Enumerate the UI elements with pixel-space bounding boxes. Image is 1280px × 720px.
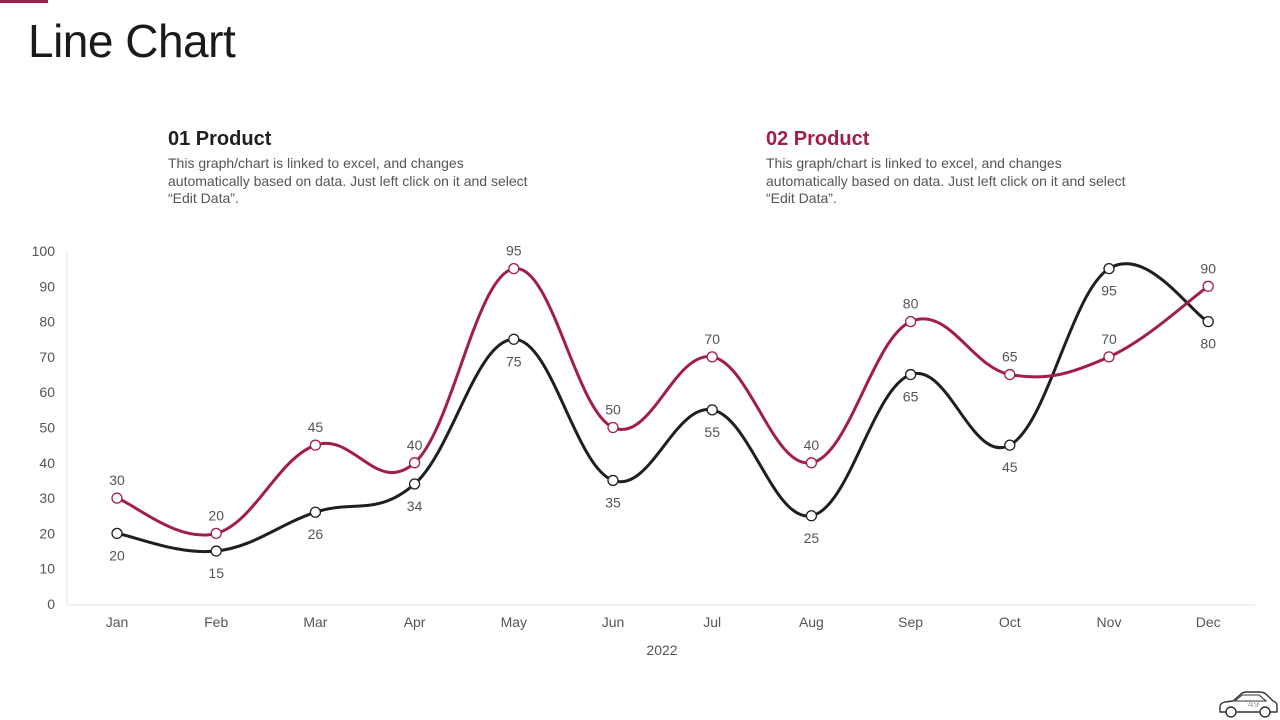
x-tick-label: Jan [106, 614, 129, 630]
series-1-point [508, 333, 520, 345]
series-2-data-label: 45 [308, 419, 324, 435]
series-2-line [115, 267, 1210, 537]
series-2-point [508, 262, 520, 275]
y-tick-label: 100 [32, 243, 56, 259]
product-02-block: 02 Product This graph/chart is linked to… [766, 127, 1126, 208]
series-1-point [607, 474, 619, 487]
series-1-data-label: 75 [506, 353, 522, 369]
x-tick-label: Apr [404, 614, 426, 630]
product-02-description: This graph/chart is linked to excel, and… [766, 155, 1126, 206]
y-tick-label: 50 [39, 420, 55, 436]
series-2-point [210, 527, 222, 540]
x-tick-label: Jul [703, 614, 721, 630]
series-1-point [904, 368, 917, 381]
series-1-point [1004, 439, 1016, 451]
series-1-data-label: 45 [1002, 459, 1018, 475]
series-1-data-label: 20 [109, 547, 125, 563]
series-1-data-label: 65 [903, 389, 919, 405]
series-1-data-label: 34 [407, 498, 423, 514]
series-2-point [408, 457, 421, 469]
product-01-description: This graph/chart is linked to excel, and… [168, 155, 528, 206]
x-tick-label: Mar [303, 614, 327, 630]
x-tick-label: Nov [1097, 614, 1122, 630]
series-1-data-label: 15 [208, 565, 224, 581]
product-02-heading: 02 Product [766, 128, 870, 150]
series-2-point [1103, 351, 1115, 363]
page-number: 49 [1248, 699, 1260, 710]
y-tick-label: 80 [39, 314, 55, 330]
y-tick-label: 90 [39, 278, 55, 294]
series-1-data-label: 55 [704, 424, 720, 440]
series-2-data-label: 70 [1101, 331, 1117, 347]
series-2-data-label: 70 [704, 331, 720, 347]
y-tick-label: 0 [47, 596, 55, 612]
series-1-data-label: 35 [605, 494, 621, 510]
x-tick-label: Jun [602, 614, 625, 630]
series-2-point [805, 457, 818, 469]
series-1-data-label: 80 [1200, 336, 1216, 352]
series-1-data-label: 25 [804, 530, 820, 546]
series-2-point [1202, 280, 1214, 292]
series-2-point [904, 315, 917, 328]
series-1-line [115, 262, 1210, 554]
x-tick-label: May [501, 614, 527, 630]
x-tick-label: Oct [999, 614, 1021, 630]
series-1-point [1202, 315, 1214, 328]
series-1-point [805, 510, 818, 522]
y-tick-label: 30 [39, 490, 55, 506]
series-1-point [408, 478, 421, 490]
page-title: Line Chart [28, 15, 236, 67]
car-icon [1219, 691, 1278, 718]
product-01-heading: 01 Product [168, 128, 272, 150]
accent-bar [0, 0, 48, 3]
series-2-point [1004, 368, 1016, 381]
series-2-data-label: 95 [506, 243, 522, 259]
y-tick-label: 40 [39, 455, 55, 471]
y-tick-label: 70 [39, 349, 55, 365]
series-1-point [309, 506, 322, 518]
series-1-point [111, 527, 123, 540]
series-2-point [111, 492, 123, 504]
x-tick-label: Aug [799, 614, 824, 630]
x-axis-title: 2022 [646, 642, 677, 658]
series-2-point [607, 421, 619, 434]
y-tick-label: 60 [39, 384, 55, 400]
x-tick-label: Feb [204, 614, 228, 630]
series-1-point [1103, 262, 1115, 275]
x-tick-label: Dec [1196, 614, 1221, 630]
series-2-data-label: 30 [109, 472, 125, 488]
series-2-data-label: 65 [1002, 349, 1018, 365]
series-2-data-label: 40 [407, 437, 423, 453]
series-1-point [210, 545, 222, 557]
series-1-data-label: 95 [1101, 283, 1117, 299]
series-1-point [706, 404, 718, 416]
series-2-data-label: 50 [605, 402, 621, 418]
x-tick-label: Sep [898, 614, 923, 630]
series-1-data-label: 26 [308, 526, 324, 542]
series-2-data-label: 90 [1200, 260, 1216, 276]
y-tick-label: 20 [39, 525, 55, 541]
series-2-data-label: 80 [903, 296, 919, 312]
series-2-point [309, 439, 322, 451]
series-2-point [706, 351, 718, 363]
series-2-data-label: 20 [208, 507, 224, 523]
series-2-data-label: 40 [804, 437, 820, 453]
product-01-block: 01 Product This graph/chart is linked to… [168, 127, 528, 208]
y-tick-label: 10 [39, 561, 55, 577]
